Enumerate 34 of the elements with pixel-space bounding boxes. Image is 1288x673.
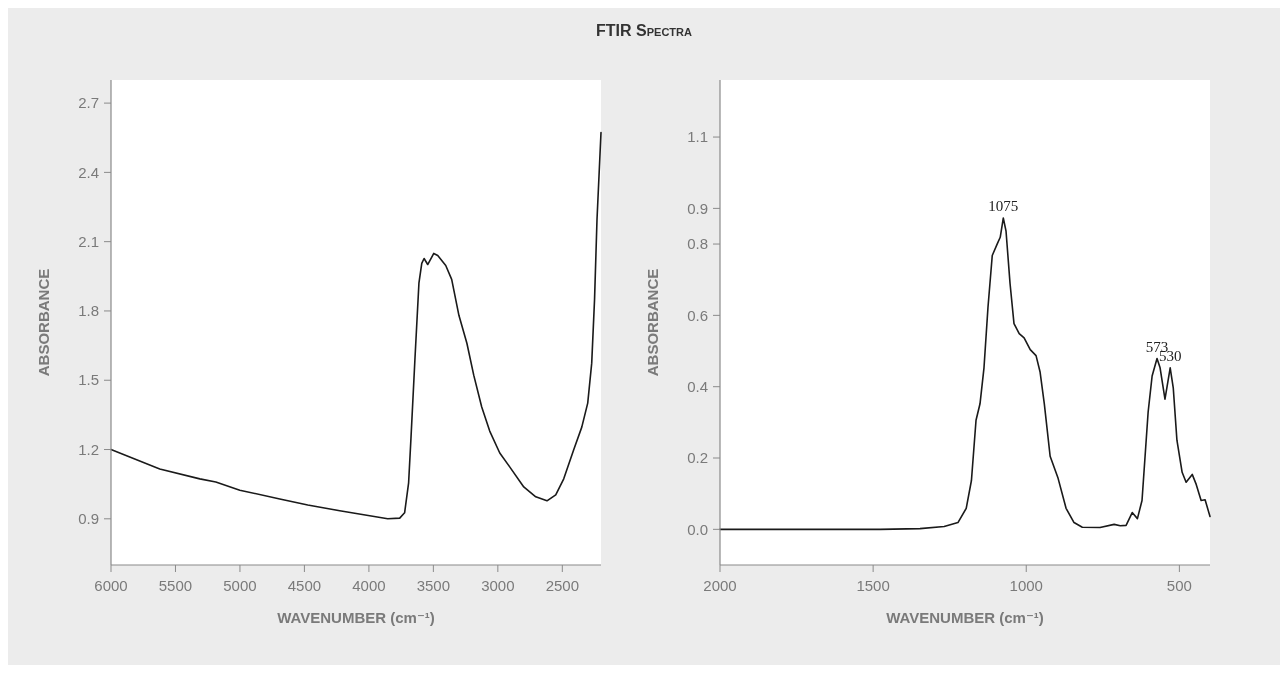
x-tick-label: 500 xyxy=(1166,577,1192,594)
y-axis-title: ABSORBANCE xyxy=(35,268,52,377)
x-tick-label: 5500 xyxy=(158,577,193,594)
x-tick-label: 4000 xyxy=(352,577,386,594)
x-axis-title: WAVENUMBER (cm⁻¹) xyxy=(277,609,435,626)
x-tick-label: 5000 xyxy=(223,577,257,594)
y-tick-label: 0.2 xyxy=(687,449,708,467)
x-tick-label: 2500 xyxy=(545,577,579,594)
line-series xyxy=(719,217,1211,531)
x-axis-title: WAVENUMBER (cm⁻¹) xyxy=(886,609,1044,626)
y-tick-label: 1.8 xyxy=(78,302,99,320)
annotation: 1075 xyxy=(988,198,1019,215)
x-tick-label: 3000 xyxy=(481,577,515,594)
y-axis-title: ABSORBANCE xyxy=(644,268,661,377)
line-series xyxy=(110,131,602,520)
y-tick-label: 2.1 xyxy=(78,232,99,250)
x-tick-label: 4500 xyxy=(287,577,322,594)
x-tick-label: 1500 xyxy=(856,577,890,594)
y-tick-label: 2.7 xyxy=(78,94,99,112)
y-tick-label: 0.8 xyxy=(687,235,708,253)
x-tick-label: 2000 xyxy=(703,577,737,594)
x-tick-label: 1000 xyxy=(1009,577,1043,594)
y-tick-label: 0.6 xyxy=(687,306,708,324)
y-tick-label: 1.5 xyxy=(78,371,99,389)
y-tick-label: 0.9 xyxy=(78,510,99,528)
y-tick-label: 1.2 xyxy=(78,440,99,458)
text: FTIR Spectra xyxy=(596,22,692,39)
x-tick-label: 6000 xyxy=(94,577,128,594)
y-tick-label: 2.4 xyxy=(78,163,99,181)
y-tick-label: 0.4 xyxy=(687,377,708,395)
y-tick-label: 1.1 xyxy=(687,128,708,146)
y-tick-label: 0.9 xyxy=(687,199,708,217)
y-tick-label: 0.0 xyxy=(687,520,708,538)
x-tick-label: 3500 xyxy=(416,577,451,594)
